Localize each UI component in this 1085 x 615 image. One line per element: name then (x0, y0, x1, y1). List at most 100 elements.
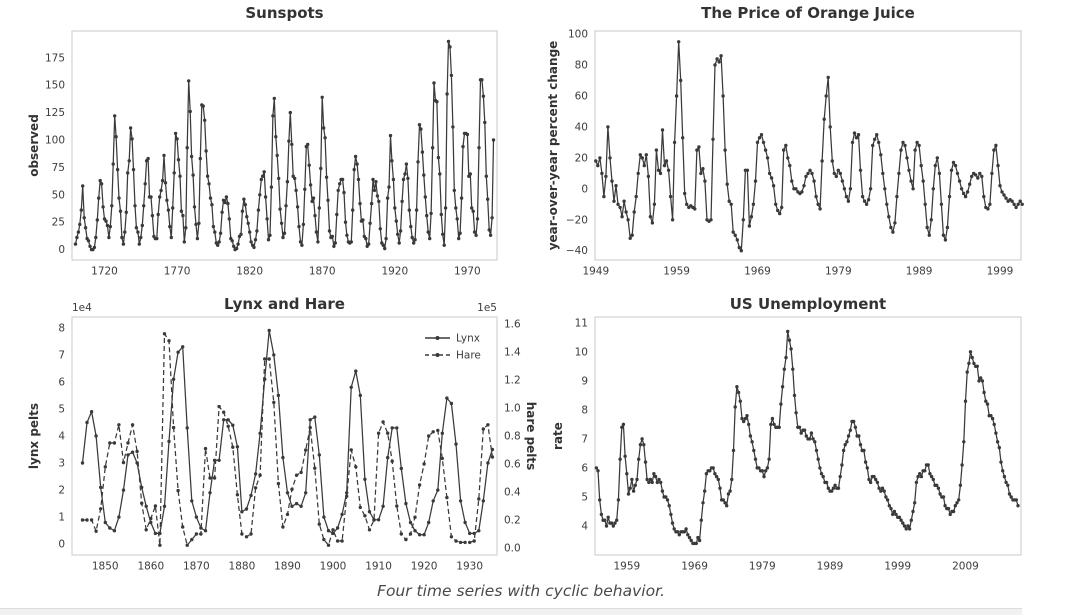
y2-tick-label: 1.4 (504, 347, 521, 359)
data-point (272, 400, 276, 405)
legend: Lynx Hare (425, 333, 481, 362)
y-tick-label: 6 (58, 376, 65, 388)
y-tick-label: 11 (575, 317, 588, 329)
y-tick-label: 80 (575, 60, 588, 72)
y2-tick-label: 1.0 (504, 403, 521, 415)
series-lynx (80, 328, 495, 537)
y-tick-label: 125 (45, 107, 65, 119)
x-tick-label: 1720 (91, 266, 118, 278)
y2-axis-offset-text: 1e5 (477, 302, 497, 314)
chart-lynx-hare: 1850 1860 1870 1880 1890 1900 1910 1920 1930 0 1 2 3… (0, 295, 545, 585)
data-point (226, 424, 230, 428)
data-point (440, 456, 444, 461)
y-tick-label: 100 (568, 29, 588, 41)
y-tick-label: 60 (575, 90, 588, 102)
x-tick-label: 1910 (365, 561, 392, 573)
data-point (108, 441, 112, 445)
x-tick-label: 1880 (229, 561, 256, 573)
y-axis-label: observed (27, 114, 41, 177)
x-tick-label: 1920 (411, 561, 438, 573)
y2-tick-label: 0.4 (504, 487, 521, 499)
x-tick-label: 1969 (744, 266, 771, 278)
y-tick-label: 5 (581, 491, 588, 503)
x-tick-label: 1930 (456, 561, 483, 573)
x-tick-label: 1969 (681, 561, 708, 573)
y2-tick-label: 1.6 (504, 319, 521, 331)
data-point (395, 504, 399, 508)
plot-spines (594, 316, 1022, 556)
plot-title: Sunspots (245, 4, 323, 22)
x-tick-label: 1860 (137, 561, 164, 573)
y-tick-label: 50 (52, 189, 65, 201)
y-tick-label: 10 (575, 346, 588, 358)
y-tick-label: 3 (58, 458, 65, 470)
data-point (340, 539, 344, 543)
x-tick-label: 1959 (613, 561, 640, 573)
x-tick-label: 1870 (309, 266, 336, 278)
y-tick-label: 25 (52, 217, 65, 229)
y-tick-label: 40 (575, 121, 588, 133)
series-line (595, 41, 1023, 253)
data-point (477, 497, 481, 501)
x-tick-label: 1970 (454, 266, 481, 278)
data-point (135, 449, 139, 454)
data-point (249, 532, 253, 536)
plot-title: The Price of Orange Juice (701, 4, 915, 22)
y2-tick-label: 0.6 (504, 459, 521, 471)
x-tick-label: 1999 (884, 561, 911, 573)
legend-label: Lynx (456, 333, 480, 345)
x-tick-label: 1890 (274, 561, 301, 573)
y-tick-label: 5 (58, 403, 65, 415)
data-point (304, 448, 308, 452)
plot-title: US Unemployment (730, 295, 886, 313)
chart-us-unemployment: 1959 1969 1979 1989 1999 2009 4 5 6 7 8 9 10 11 US Une… (540, 295, 1085, 585)
figure-caption: Four time series with cyclic behavior. (377, 582, 665, 600)
y-tick-label: 2 (58, 485, 65, 497)
x-tick-label: 1850 (92, 561, 119, 573)
y-axis-label: year-over-year percent change (546, 41, 560, 251)
x-tick-label: 1959 (663, 266, 690, 278)
y-tick-label: 8 (58, 322, 65, 334)
data-point (376, 431, 381, 435)
y-tick-label: 1 (58, 512, 65, 524)
y2-tick-label: 0.2 (504, 515, 521, 527)
y-tick-label: 150 (45, 80, 65, 92)
x-tick-label: 2009 (952, 561, 979, 573)
x-tick-label: 1900 (320, 561, 347, 573)
data-point (153, 504, 158, 508)
x-tick-label: 1999 (987, 266, 1014, 278)
y-tick-label: 0 (58, 244, 65, 256)
y-tick-label: 8 (581, 404, 588, 416)
data-point (103, 465, 108, 469)
x-tick-label: 1870 (183, 561, 210, 573)
sunspots-plot: 1720 1770 1820 1870 1920 1970 0 25 50 75 100 125 150… (27, 4, 498, 278)
x-tick-label: 1989 (817, 561, 844, 573)
y2-tick-label: 1.2 (504, 375, 521, 387)
series-line (74, 41, 495, 251)
data-point (372, 518, 376, 522)
series-hare (80, 331, 495, 547)
plot-spines (594, 30, 1022, 261)
series-yoy-percent-change (594, 40, 1024, 253)
plot-spines (71, 316, 498, 556)
plot-title: Lynx and Hare (224, 295, 345, 313)
data-point (299, 470, 303, 475)
chart-sunspots: 1720 1770 1820 1870 1920 1970 0 25 50 75 100 125 150… (0, 0, 545, 295)
y-tick-label: 0 (581, 183, 588, 195)
legend-label: Hare (456, 350, 481, 362)
data-point (458, 540, 463, 545)
series-line (81, 330, 493, 536)
legend-marker (435, 336, 440, 340)
plot-spines (71, 30, 498, 261)
data-point (176, 488, 180, 493)
y-tick-label: 175 (45, 52, 65, 64)
y-tick-label: 4 (581, 520, 588, 532)
bottom-divider-bar (0, 608, 1022, 615)
data-point (190, 537, 194, 542)
x-tick-label: 1979 (825, 266, 852, 278)
y-tick-label: 100 (45, 135, 65, 147)
series-line (82, 331, 494, 547)
series-rate (594, 329, 1020, 546)
x-tick-label: 1820 (236, 266, 263, 278)
